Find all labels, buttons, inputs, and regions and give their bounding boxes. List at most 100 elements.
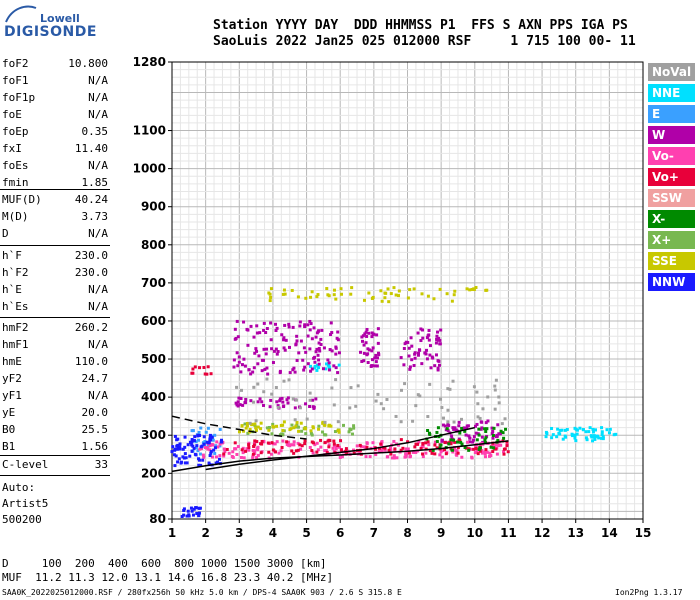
data-point xyxy=(202,435,206,439)
data-point xyxy=(477,447,481,451)
data-point xyxy=(282,405,286,409)
data-point xyxy=(406,296,410,300)
data-point xyxy=(425,348,429,352)
data-point xyxy=(308,328,312,332)
data-point xyxy=(293,406,297,410)
data-point xyxy=(476,402,480,406)
data-point xyxy=(593,428,597,432)
data-point xyxy=(456,440,460,444)
data-point xyxy=(366,361,370,365)
data-point xyxy=(407,346,411,350)
data-point xyxy=(483,452,487,456)
param-key: yE xyxy=(2,406,16,419)
data-point xyxy=(337,430,341,434)
data-point xyxy=(251,456,255,460)
data-point xyxy=(278,371,282,375)
data-point xyxy=(220,438,224,442)
data-point xyxy=(362,298,366,302)
data-point xyxy=(417,440,421,444)
param-key: h`Es xyxy=(2,300,29,313)
data-point xyxy=(295,334,299,338)
data-point xyxy=(365,353,369,357)
muf-row: MUF 11.2 11.3 12.0 13.1 14.6 16.8 23.3 4… xyxy=(2,571,334,584)
data-point xyxy=(392,439,396,443)
data-point xyxy=(404,454,408,458)
data-point xyxy=(560,428,564,432)
data-point xyxy=(195,444,199,448)
data-point xyxy=(485,427,489,431)
data-point xyxy=(332,442,336,446)
data-point xyxy=(173,464,177,468)
data-point xyxy=(395,456,399,460)
data-point xyxy=(214,444,218,448)
data-point xyxy=(373,447,377,451)
data-point xyxy=(608,427,612,431)
param-b1: B1 1.56 xyxy=(2,439,108,455)
data-point xyxy=(389,452,393,456)
data-point xyxy=(336,443,340,447)
data-point xyxy=(296,448,300,452)
data-point xyxy=(308,398,312,402)
data-point xyxy=(195,512,199,516)
data-point xyxy=(374,399,378,403)
data-point xyxy=(279,449,283,453)
data-point xyxy=(428,353,432,357)
param-key: fxI xyxy=(2,142,22,155)
data-point xyxy=(349,292,353,296)
data-point xyxy=(572,433,576,437)
data-point xyxy=(323,423,327,427)
data-point xyxy=(435,430,439,434)
param-hes: h`Es N/A xyxy=(2,299,108,315)
data-point xyxy=(441,423,445,427)
data-point xyxy=(243,422,247,426)
data-point xyxy=(216,445,220,449)
data-point xyxy=(392,454,396,458)
data-point xyxy=(309,322,313,326)
data-point xyxy=(593,436,597,440)
param-foe: foE N/A xyxy=(2,107,108,123)
data-point xyxy=(275,352,279,356)
autoscaling-text: Auto: xyxy=(2,481,36,494)
data-point xyxy=(329,321,333,325)
param-he: h`E N/A xyxy=(2,282,108,298)
data-point xyxy=(256,400,260,404)
param-key: yF1 xyxy=(2,389,22,402)
param-foes: foEs N/A xyxy=(2,158,108,174)
data-point xyxy=(377,446,381,450)
data-point xyxy=(197,514,201,518)
data-point xyxy=(411,450,415,454)
data-point xyxy=(269,338,273,342)
data-point xyxy=(472,385,476,389)
data-point xyxy=(251,452,255,456)
data-point xyxy=(382,407,386,411)
data-point xyxy=(296,295,300,299)
data-point xyxy=(207,461,211,465)
data-point xyxy=(297,351,301,355)
data-point xyxy=(502,450,506,454)
data-point xyxy=(365,441,369,445)
data-point xyxy=(459,440,463,444)
data-point xyxy=(460,426,464,430)
data-point xyxy=(254,419,258,423)
data-point xyxy=(287,325,291,329)
data-point xyxy=(474,447,478,451)
data-point xyxy=(467,448,471,452)
data-point xyxy=(486,395,490,399)
data-point xyxy=(377,351,381,355)
data-point xyxy=(273,450,277,454)
data-point xyxy=(600,430,604,434)
data-point xyxy=(446,408,450,412)
data-point xyxy=(409,454,413,458)
data-point xyxy=(470,456,474,460)
data-point xyxy=(201,458,205,462)
data-point xyxy=(574,439,578,443)
param-key: B0 xyxy=(2,423,16,436)
data-point xyxy=(495,452,499,456)
data-point xyxy=(273,442,277,446)
data-point xyxy=(426,440,430,444)
data-point xyxy=(429,366,433,370)
data-point xyxy=(410,358,414,362)
data-point xyxy=(496,423,500,427)
data-point xyxy=(271,424,275,428)
data-point xyxy=(327,365,331,369)
